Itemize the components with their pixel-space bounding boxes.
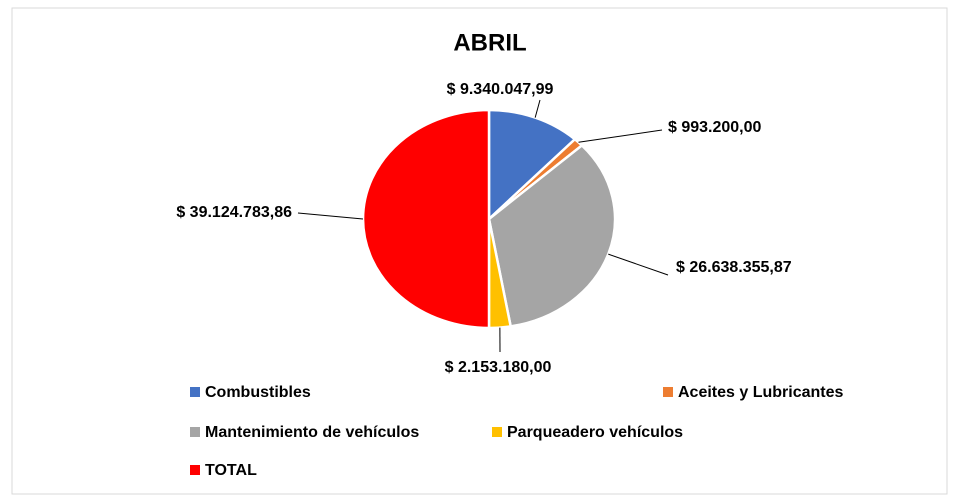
legend-swatch — [492, 427, 502, 437]
chart-title: ABRIL — [453, 29, 526, 56]
leader-line — [608, 253, 669, 276]
legend-label: Aceites y Lubricantes — [678, 384, 844, 401]
legend-label: Parqueadero vehículos — [507, 424, 683, 441]
legend-label: TOTAL — [205, 462, 257, 479]
pie-slice — [487, 108, 577, 222]
pie-slice — [361, 108, 491, 330]
legend-label: Combustibles — [205, 384, 311, 401]
data-label: $ 26.638.355,87 — [676, 259, 792, 276]
leader-line — [297, 212, 364, 220]
leader-line — [534, 99, 541, 118]
legend-swatch — [190, 465, 200, 475]
pie-slice — [487, 143, 617, 328]
legend-swatch — [190, 387, 200, 397]
data-label: $ 39.124.783,86 — [176, 204, 292, 221]
data-label: $ 2.153.180,00 — [445, 359, 552, 376]
data-label: $ 993.200,00 — [668, 119, 762, 136]
leader-line — [578, 129, 663, 143]
legend-swatch — [663, 387, 673, 397]
data-label: $ 9.340.047,99 — [447, 81, 554, 98]
legend-label: Mantenimiento de vehículos — [205, 424, 419, 441]
legend-swatch — [190, 427, 200, 437]
